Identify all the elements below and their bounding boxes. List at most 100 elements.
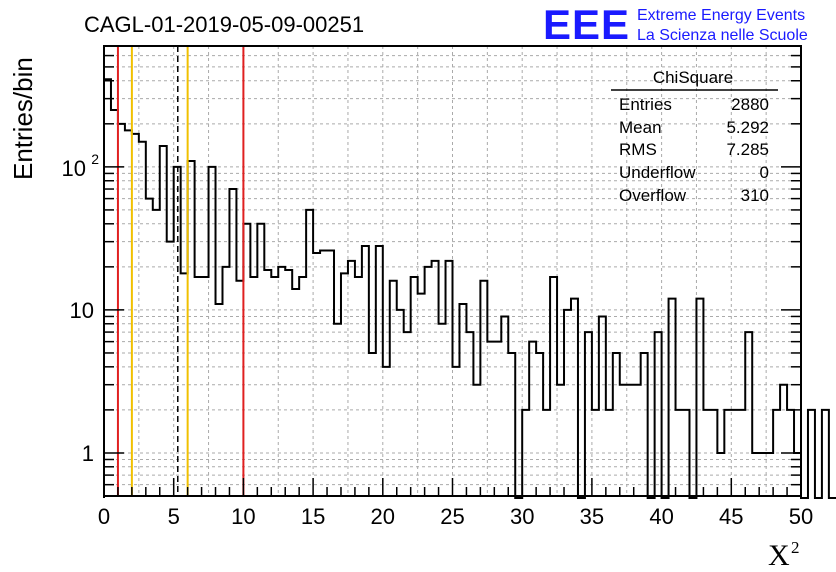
histogram-bin — [759, 453, 766, 496]
histogram-bin — [306, 210, 313, 496]
histogram-bin — [285, 270, 292, 496]
stats-value-rms: 7.285 — [726, 140, 769, 159]
histogram-bars — [103, 78, 836, 499]
stats-label-overflow: Overflow — [619, 186, 687, 205]
histogram-bin — [334, 324, 341, 496]
histogram-bin — [229, 189, 236, 496]
histogram-bin — [397, 310, 404, 496]
histogram-bin — [362, 246, 369, 496]
histogram-bin — [181, 273, 188, 496]
stats-label-entries: Entries — [619, 95, 672, 114]
histogram-bin — [446, 261, 453, 496]
stats-label-rms: RMS — [619, 140, 657, 159]
histogram-bin — [404, 332, 411, 496]
histogram-bin — [195, 277, 202, 496]
histogram-bin — [376, 246, 383, 496]
histogram-bin — [425, 267, 432, 496]
histogram-bin — [341, 273, 348, 496]
x-tick-label: 10 — [231, 504, 255, 529]
histogram-bin — [627, 385, 634, 496]
histogram-bin — [146, 199, 153, 496]
histogram-bin — [613, 353, 620, 496]
histogram-bin — [773, 410, 780, 496]
histogram-bin — [209, 167, 216, 496]
histogram-bin — [620, 385, 627, 496]
reference-lines — [116, 46, 245, 496]
histogram-bin — [369, 353, 376, 496]
histogram-bin — [250, 277, 257, 496]
stats-value-underflow: 0 — [760, 163, 769, 182]
histogram-bin — [634, 385, 641, 496]
histogram-bin — [592, 410, 599, 496]
x-tick-label: 15 — [301, 504, 325, 529]
histogram-bin — [676, 410, 683, 496]
histogram-bin — [383, 367, 390, 496]
logo-mark: EEE — [543, 1, 630, 48]
stats-label-mean: Mean — [619, 118, 662, 137]
x-tick-label: 50 — [789, 504, 813, 529]
x-axis-label-base: X — [768, 539, 790, 572]
histogram-bin — [139, 142, 146, 496]
run-title: CAGL-01-2019-05-09-00251 — [84, 12, 364, 37]
y-tick-label-exponent: 2 — [91, 151, 99, 167]
histogram-bin — [271, 277, 278, 496]
histogram-bin — [257, 224, 264, 496]
histogram-bin — [236, 281, 243, 496]
histogram-bin — [557, 385, 564, 496]
histogram-bin — [822, 410, 829, 496]
y-tick-labels: 1 10 10 2 — [62, 151, 100, 466]
x-tick-label: 25 — [440, 504, 464, 529]
y-axis-label: Entries/bin — [8, 57, 38, 180]
histogram-bin — [348, 261, 355, 496]
histogram-bin — [738, 410, 745, 496]
histogram-bin — [669, 299, 676, 496]
stats-value-mean: 5.292 — [726, 118, 769, 137]
histogram-bin — [571, 299, 578, 496]
histogram-bin — [167, 242, 174, 496]
histogram-outline — [103, 78, 836, 499]
histogram-bin — [466, 332, 473, 496]
x-axis-label-exponent: 2 — [791, 538, 800, 557]
histogram-bin — [606, 410, 613, 496]
histogram-bin — [473, 385, 480, 496]
histogram-bin — [724, 410, 731, 496]
x-tick-label: 30 — [510, 504, 534, 529]
histogram-bin — [355, 277, 362, 496]
histogram-bin — [439, 324, 446, 496]
histogram-bin — [508, 353, 515, 496]
histogram-bin — [808, 410, 815, 496]
histogram-bin — [731, 410, 738, 496]
histogram-bin — [453, 367, 460, 496]
x-tick-label: 45 — [719, 504, 743, 529]
stats-value-entries: 2880 — [731, 95, 769, 114]
histogram-bin — [459, 304, 466, 496]
histogram-bin — [550, 277, 557, 496]
histogram-bin — [641, 353, 648, 496]
histogram-bin — [480, 281, 487, 496]
histogram-bin — [766, 453, 773, 496]
histogram-bin — [243, 224, 250, 496]
stats-title: ChiSquare — [653, 68, 733, 87]
histogram-bin — [153, 210, 160, 496]
x-tick-label: 0 — [98, 504, 110, 529]
histogram-bin — [564, 310, 571, 496]
x-tick-label: 20 — [371, 504, 395, 529]
histogram-bin — [696, 299, 703, 496]
histogram-bin — [585, 332, 592, 496]
histogram-bin — [320, 251, 327, 496]
histogram-bin — [278, 267, 285, 496]
histogram-bin — [717, 453, 724, 496]
histogram-bin — [132, 134, 139, 496]
histogram-bin — [160, 146, 167, 496]
histogram-bin — [494, 342, 501, 496]
histogram-bin — [710, 410, 717, 496]
histogram-bin — [188, 161, 195, 496]
y-tick-label: 1 — [82, 441, 94, 466]
histogram-bin — [487, 342, 494, 496]
axis-ticks — [103, 45, 802, 497]
histogram-bin — [418, 294, 425, 496]
histogram-bin — [411, 277, 418, 496]
x-tick-label: 40 — [649, 504, 673, 529]
x-tick-label: 35 — [580, 504, 604, 529]
histogram-bin — [501, 316, 508, 496]
